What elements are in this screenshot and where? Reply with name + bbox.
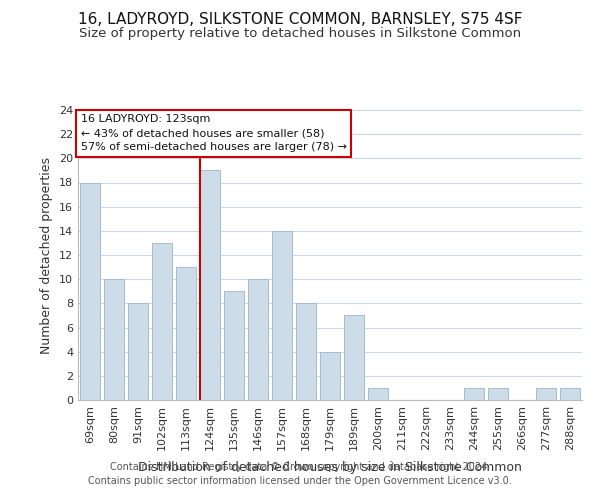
Y-axis label: Number of detached properties: Number of detached properties — [40, 156, 53, 354]
Bar — [464, 388, 484, 400]
Bar — [344, 316, 364, 400]
Bar — [320, 352, 340, 400]
Bar — [488, 388, 508, 400]
Bar — [296, 304, 316, 400]
Text: Contains HM Land Registry data © Crown copyright and database right 2024.: Contains HM Land Registry data © Crown c… — [110, 462, 490, 472]
Bar — [536, 388, 556, 400]
Bar — [224, 291, 244, 400]
Text: Contains public sector information licensed under the Open Government Licence v3: Contains public sector information licen… — [88, 476, 512, 486]
Bar — [176, 267, 196, 400]
Text: 16 LADYROYD: 123sqm
← 43% of detached houses are smaller (58)
57% of semi-detach: 16 LADYROYD: 123sqm ← 43% of detached ho… — [80, 114, 347, 152]
Text: 16, LADYROYD, SILKSTONE COMMON, BARNSLEY, S75 4SF: 16, LADYROYD, SILKSTONE COMMON, BARNSLEY… — [78, 12, 522, 28]
Bar — [104, 279, 124, 400]
Text: Size of property relative to detached houses in Silkstone Common: Size of property relative to detached ho… — [79, 28, 521, 40]
Bar — [248, 279, 268, 400]
Bar — [368, 388, 388, 400]
Bar — [272, 231, 292, 400]
Bar — [80, 182, 100, 400]
Bar — [128, 304, 148, 400]
Bar — [560, 388, 580, 400]
Bar — [152, 243, 172, 400]
X-axis label: Distribution of detached houses by size in Silkstone Common: Distribution of detached houses by size … — [138, 461, 522, 474]
Bar — [200, 170, 220, 400]
